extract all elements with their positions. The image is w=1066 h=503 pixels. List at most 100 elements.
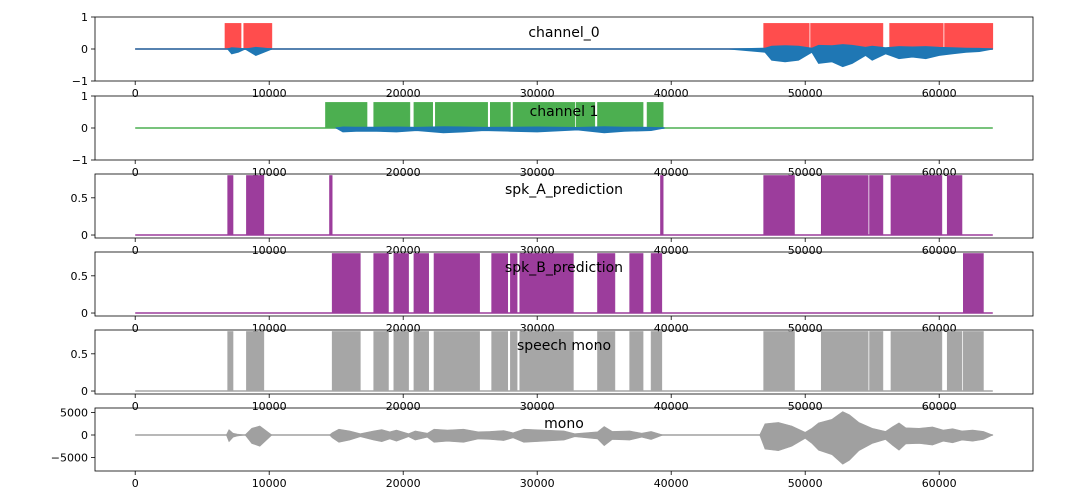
segment-bar-1 bbox=[243, 23, 273, 50]
y-tick-label-1: 0 bbox=[81, 43, 88, 56]
segment-bar-8 bbox=[510, 331, 518, 392]
segment-bar-7 bbox=[890, 175, 943, 236]
x-tick-label-6: 60000 bbox=[922, 87, 957, 100]
y-tick-label-0: −5000 bbox=[51, 452, 88, 465]
segment-bar-2 bbox=[413, 102, 433, 129]
subplot-title: channel 1 bbox=[530, 104, 599, 120]
x-tick-label-2: 20000 bbox=[386, 166, 421, 179]
y-tick-label-2: 5000 bbox=[60, 407, 88, 420]
y-tick-label-1: 0 bbox=[81, 429, 88, 442]
segment-bar-12 bbox=[650, 331, 663, 392]
segment-bar-15 bbox=[869, 331, 884, 392]
segment-bar-2 bbox=[329, 175, 333, 236]
x-tick-label-3: 30000 bbox=[520, 87, 555, 100]
y-tick-label-2: 1 bbox=[81, 90, 88, 103]
x-tick-label-5: 50000 bbox=[788, 400, 823, 413]
segment-bar-9 bbox=[519, 331, 574, 392]
x-tick-label-5: 50000 bbox=[788, 166, 823, 179]
subplot-3: 600005000040000300002000010000000.5spk_B… bbox=[71, 251, 1034, 335]
segment-bar-7 bbox=[519, 253, 574, 314]
segment-bar-8 bbox=[946, 175, 963, 236]
subplot-title: spk_A_prediction bbox=[505, 182, 623, 198]
segment-bar-17 bbox=[946, 331, 963, 392]
x-tick-label-6: 60000 bbox=[922, 244, 957, 257]
axes-frame bbox=[94, 173, 1034, 239]
segment-bar-0 bbox=[227, 331, 234, 392]
x-tick-label-5: 50000 bbox=[788, 322, 823, 335]
segment-bar-4 bbox=[889, 23, 944, 50]
subplot-4: 60000 50000 40000 30000 20000 10000 0 0 0.5 speec… bbox=[71, 329, 1034, 413]
segment-bar-9 bbox=[629, 253, 644, 314]
segment-bar-0 bbox=[227, 175, 234, 236]
segment-bar-7 bbox=[491, 331, 509, 392]
segment-bar-5 bbox=[512, 102, 576, 129]
subplot-title: channel_0 bbox=[528, 25, 599, 41]
x-tick-label-5: 50000 bbox=[788, 87, 823, 100]
segment-bar-4 bbox=[393, 331, 409, 392]
segment-bar-5 bbox=[820, 175, 869, 236]
y-tick-label-0: 0 bbox=[81, 307, 88, 320]
segment-bar-0 bbox=[325, 102, 368, 129]
x-tick-label-4: 40000 bbox=[654, 477, 689, 490]
segment-bar-8 bbox=[597, 253, 616, 314]
x-tick-label-3: 30000 bbox=[520, 166, 555, 179]
segment-bar-5 bbox=[413, 331, 429, 392]
segment-bar-1 bbox=[373, 253, 389, 314]
y-tick-label-0: 0 bbox=[81, 385, 88, 398]
segment-bar-10 bbox=[597, 331, 616, 392]
segment-bar-4 bbox=[433, 253, 480, 314]
x-tick-label-0: 0 bbox=[132, 166, 139, 179]
segment-bar-2 bbox=[763, 23, 810, 50]
segment-bar-3 bbox=[660, 175, 664, 236]
x-tick-label-0: 0 bbox=[132, 322, 139, 335]
y-tick-label-0: −1 bbox=[72, 154, 88, 167]
y-tick-label-0: −1 bbox=[72, 75, 88, 88]
segment-bar-14 bbox=[820, 331, 869, 392]
segment-bar-5 bbox=[491, 253, 509, 314]
y-tick-label-1: 0.5 bbox=[71, 192, 89, 205]
y-tick-label-1: 0.5 bbox=[71, 270, 89, 283]
segment-bar-4 bbox=[763, 175, 795, 236]
y-tick-label-2: 1 bbox=[81, 11, 88, 24]
x-tick-label-4: 40000 bbox=[654, 244, 689, 257]
segment-bar-1 bbox=[373, 102, 411, 129]
axes-frame bbox=[94, 407, 1034, 472]
segment-bar-18 bbox=[963, 331, 984, 392]
segment-bar-8 bbox=[646, 102, 664, 129]
x-tick-label-1: 10000 bbox=[252, 244, 287, 257]
x-tick-label-4: 40000 bbox=[654, 400, 689, 413]
x-tick-label-5: 50000 bbox=[788, 477, 823, 490]
segment-bar-0 bbox=[224, 23, 242, 50]
x-tick-label-2: 20000 bbox=[386, 87, 421, 100]
segment-bar-5 bbox=[944, 23, 994, 50]
segment-bar-6 bbox=[510, 253, 518, 314]
x-tick-label-1: 10000 bbox=[252, 400, 287, 413]
axes-frame bbox=[94, 329, 1034, 395]
segment-bar-3 bbox=[373, 331, 389, 392]
subplot-title: spk_B_prediction bbox=[505, 260, 623, 276]
segment-bar-7 bbox=[597, 102, 644, 129]
x-tick-label-4: 40000 bbox=[654, 87, 689, 100]
segment-bar-1 bbox=[246, 331, 265, 392]
x-tick-label-4: 40000 bbox=[654, 166, 689, 179]
segment-bar-0 bbox=[331, 253, 361, 314]
subplot-0: 60000 50000 40000 30000 20000 10000 0 −1 0 1 chann… bbox=[72, 11, 1034, 100]
segment-bar-6 bbox=[433, 331, 480, 392]
x-tick-label-3: 30000 bbox=[520, 400, 555, 413]
x-tick-label-4: 40000 bbox=[654, 322, 689, 335]
y-tick-label-0: 0 bbox=[81, 229, 88, 242]
segment-bar-13 bbox=[763, 331, 795, 392]
x-tick-label-2: 20000 bbox=[386, 400, 421, 413]
segment-bar-3 bbox=[435, 102, 488, 129]
segment-bar-2 bbox=[331, 331, 361, 392]
x-tick-label-5: 50000 bbox=[788, 244, 823, 257]
subplot-title: mono bbox=[544, 416, 584, 432]
x-tick-label-0: 0 bbox=[132, 400, 139, 413]
subplot-2: 600005000040000300002000010000000.5spk_A… bbox=[71, 173, 1034, 257]
subplot-title: speech mono bbox=[517, 338, 611, 354]
x-tick-label-3: 30000 bbox=[520, 477, 555, 490]
x-tick-label-6: 60000 bbox=[922, 477, 957, 490]
x-tick-label-0: 0 bbox=[132, 477, 139, 490]
x-tick-label-1: 10000 bbox=[252, 87, 287, 100]
segment-bar-4 bbox=[489, 102, 511, 129]
